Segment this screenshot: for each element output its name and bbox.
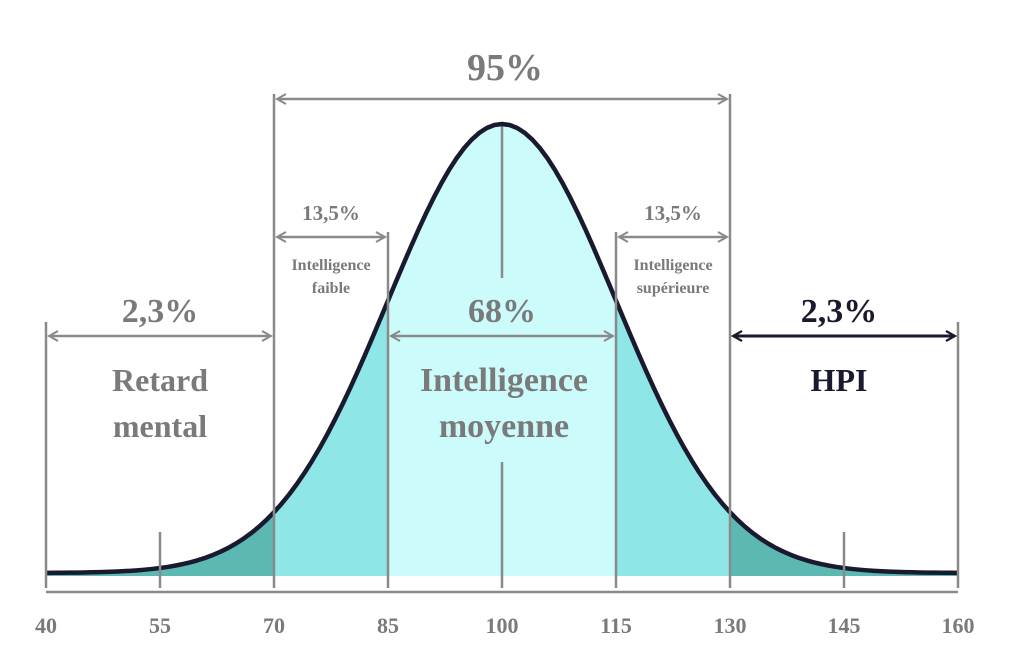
percent-label-high-tail: 2,3%	[801, 293, 878, 330]
region-fill-0	[46, 512, 274, 576]
region-fill-2	[388, 124, 616, 576]
percent-label-high-13: 13,5%	[644, 201, 702, 225]
region-label-high-13-line1: Intelligence	[633, 257, 712, 274]
x-tick-label: 130	[714, 613, 747, 638]
x-tick-label: 40	[35, 613, 57, 638]
region-label-mid-line1: Intelligence	[420, 362, 588, 399]
region-label-low-13-line2: faible	[312, 280, 350, 297]
x-tick-label: 70	[263, 613, 285, 638]
region-label-mid-line2: moyenne	[439, 408, 569, 445]
region-label-low-tail-line1: Retard	[112, 362, 208, 398]
percent-label-68: 68%	[468, 293, 536, 330]
x-tick-label: 160	[942, 613, 975, 638]
percentage-spans	[49, 99, 955, 336]
x-tick-label: 145	[828, 613, 861, 638]
percent-label-low-tail: 2,3%	[122, 293, 199, 330]
x-tick-label: 55	[149, 613, 171, 638]
x-axis-ticks: 40 55 70 85 100 115 130 145 160	[35, 613, 975, 638]
region-label-low-13-line1: Intelligence	[291, 257, 370, 274]
percent-label-low-13: 13,5%	[302, 201, 360, 225]
bell-curve	[45, 121, 959, 576]
x-tick-label: 85	[377, 613, 399, 638]
percent-label-95: 95%	[467, 47, 543, 89]
region-label-high-13-line2: supérieure	[637, 280, 710, 297]
region-labels: 95% 2,3% Retard mental 13,5% Intelligence faib…	[112, 47, 877, 445]
curve-line	[45, 121, 959, 576]
region-label-low-tail-line2: mental	[113, 408, 207, 444]
x-tick-label: 115	[600, 613, 632, 638]
x-tick-label: 100	[486, 613, 519, 638]
region-label-high-tail: HPI	[811, 362, 868, 398]
boundary-lines	[44, 94, 960, 588]
region-fill-4	[730, 512, 958, 576]
